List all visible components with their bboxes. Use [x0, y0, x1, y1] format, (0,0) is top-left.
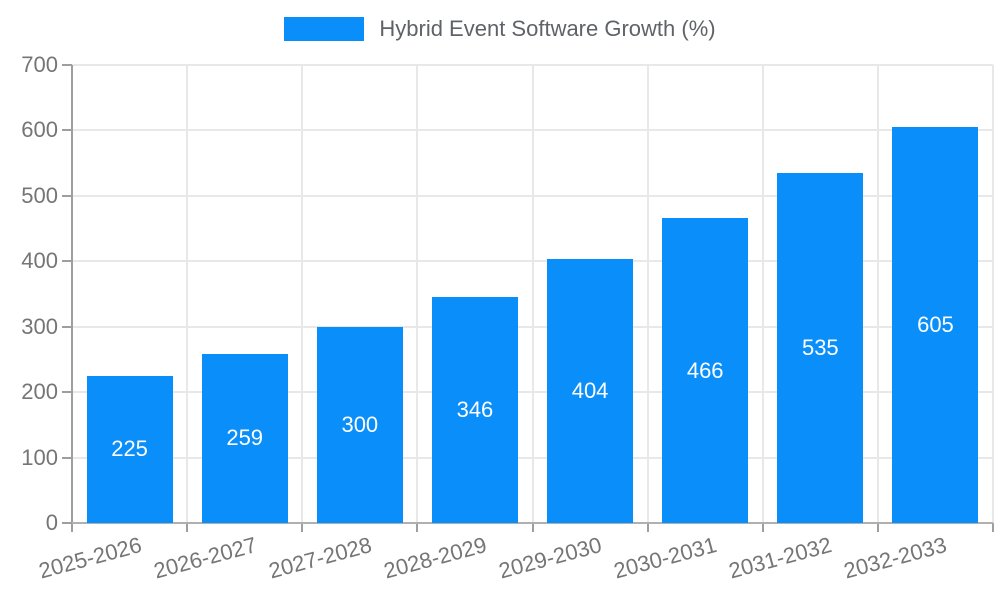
bar-value-label: 346: [456, 396, 494, 422]
bar[interactable]: 404: [547, 258, 634, 523]
y-tick-mark: [62, 194, 72, 197]
x-tick-mark: [646, 523, 649, 532]
x-tick-mark: [876, 523, 879, 532]
y-tick-mark: [62, 391, 72, 394]
y-tick-label: 200: [21, 379, 58, 405]
y-tick-label: 400: [21, 248, 58, 274]
y-tick-label: 600: [21, 117, 58, 143]
y-tick-mark: [62, 522, 72, 524]
bar-value-label: 466: [686, 357, 724, 383]
x-tick-mark: [186, 523, 189, 532]
bar-value-label: 535: [801, 334, 839, 360]
bar[interactable]: 466: [662, 218, 749, 523]
v-gridline: [992, 65, 994, 523]
v-gridline: [416, 65, 419, 523]
v-gridline: [761, 65, 764, 523]
bar[interactable]: 300: [316, 326, 403, 523]
y-tick-mark: [62, 260, 72, 263]
bar-value-label: 300: [341, 411, 379, 437]
v-gridline: [531, 65, 534, 523]
y-tick-label: 0: [45, 510, 58, 535]
y-tick-mark: [62, 64, 72, 66]
bar-value-label: 404: [571, 377, 609, 403]
bar-value-label: 225: [111, 436, 148, 462]
x-tick-mark: [416, 523, 419, 532]
y-tick-label: 700: [21, 52, 58, 77]
bar-value-label: 605: [917, 312, 954, 338]
y-tick-label: 300: [21, 313, 58, 339]
bar[interactable]: 535: [777, 172, 864, 523]
x-tick-mark: [71, 523, 73, 532]
v-gridline: [646, 65, 649, 523]
v-gridline: [186, 65, 189, 523]
y-tick-label: 500: [21, 182, 58, 208]
y-tick-mark: [62, 456, 72, 459]
x-tick-mark: [301, 523, 304, 532]
legend-swatch: [284, 17, 365, 41]
bar[interactable]: 605: [892, 127, 979, 523]
bar[interactable]: 346: [431, 296, 518, 523]
bar[interactable]: 259: [201, 353, 288, 523]
v-gridline: [301, 65, 304, 523]
y-axis-line: [71, 65, 73, 523]
x-tick-mark: [531, 523, 534, 532]
legend-label: Hybrid Event Software Growth (%): [379, 16, 716, 41]
x-tick-mark: [992, 523, 994, 532]
y-tick-label: 100: [21, 444, 58, 470]
chart-legend: Hybrid Event Software Growth (%): [0, 16, 1000, 42]
bar[interactable]: 225: [86, 375, 173, 523]
bar-value-label: 259: [226, 425, 264, 451]
v-gridline: [876, 65, 879, 523]
x-tick-mark: [761, 523, 764, 532]
y-tick-mark: [62, 325, 72, 328]
x-axis-line: [72, 522, 993, 524]
y-tick-mark: [62, 129, 72, 132]
